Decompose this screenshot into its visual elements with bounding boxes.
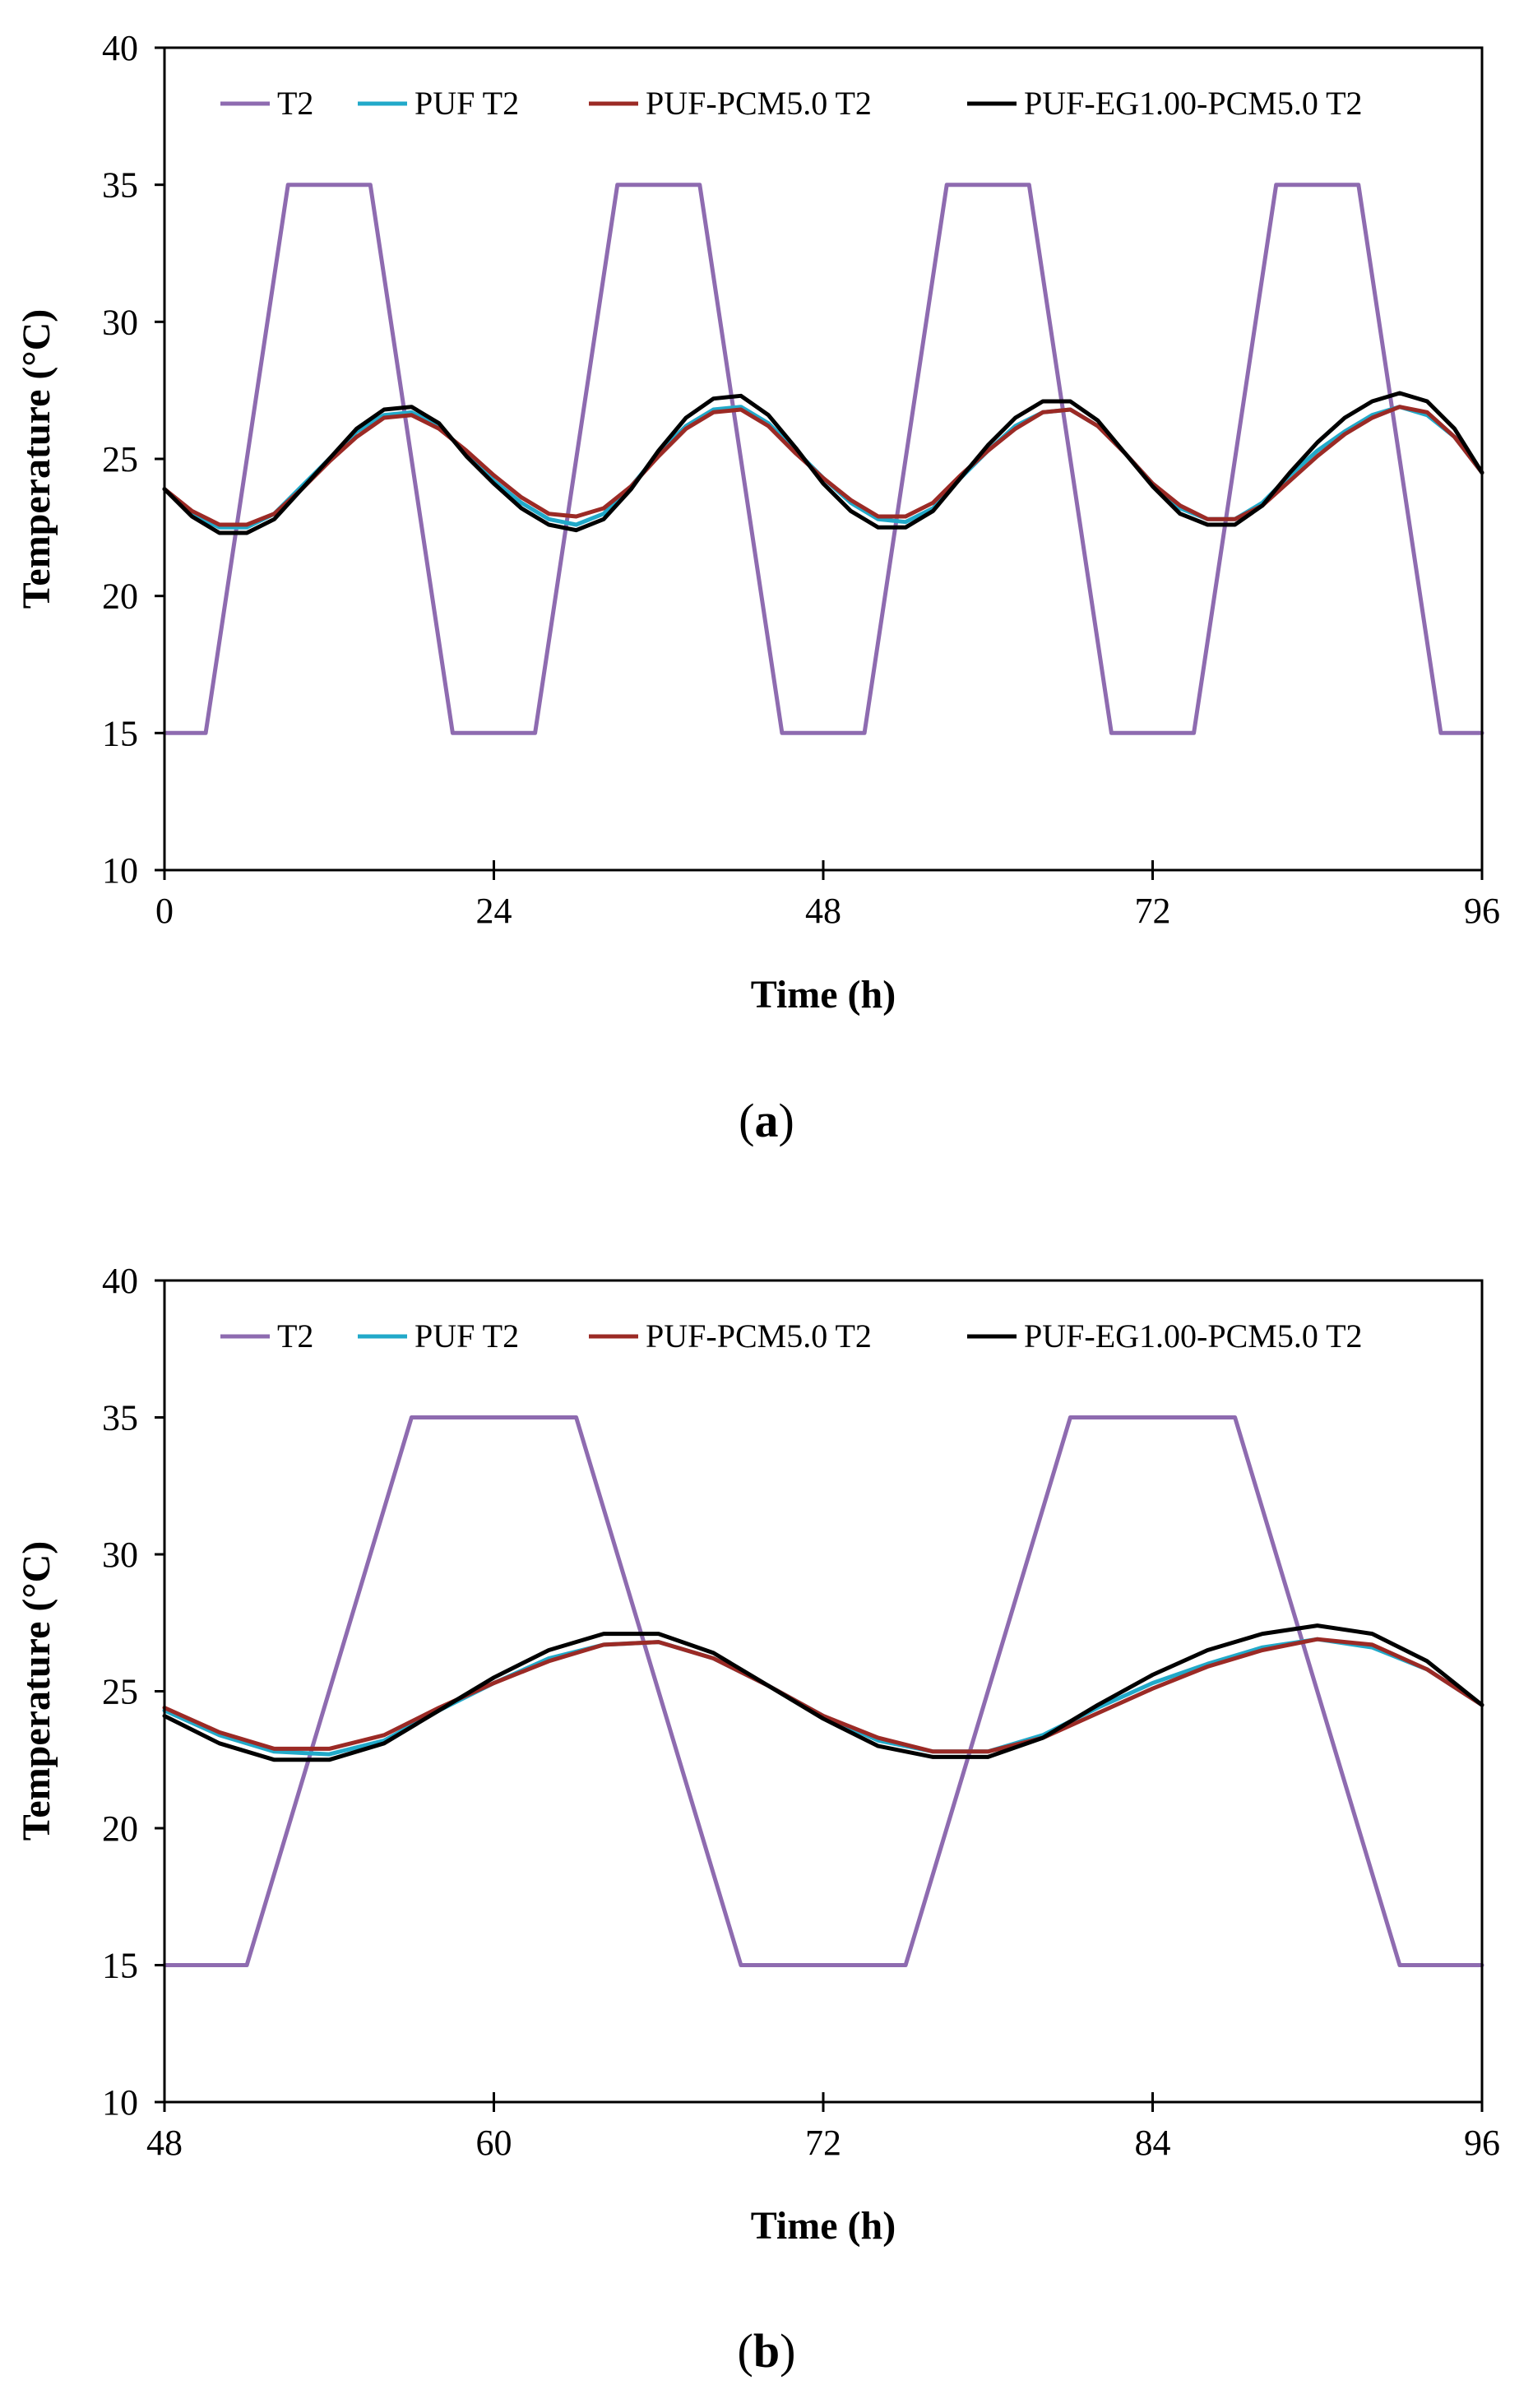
series-line-puf-eg1-00-pcm5-0-t2	[162, 1623, 1484, 1762]
panel-caption-letter: b	[753, 2324, 780, 2378]
x-tick-label: 48	[146, 2123, 183, 2163]
legend-item-puf-eg1-pcm5-t2: PUF-EG1.00-PCM5.0 T2	[967, 1317, 1363, 1354]
x-tick-label: 24	[476, 891, 512, 931]
legend-item-puf-pcm5-t2: PUF-PCM5.0 T2	[589, 1317, 872, 1354]
y-tick-label: 40	[102, 28, 138, 68]
panel-caption-b: (b)	[738, 2324, 796, 2378]
legend-label: PUF-EG1.00-PCM5.0 T2	[1024, 1317, 1363, 1354]
legend-label: PUF-PCM5.0 T2	[646, 85, 872, 122]
y-axis-title: Temperature (°C)	[15, 1541, 58, 1841]
legend-label: T2	[277, 85, 313, 122]
y-tick-label: 35	[102, 1398, 138, 1438]
y-tick-label: 30	[102, 1535, 138, 1575]
legend-item-puf-pcm5-t2: PUF-PCM5.0 T2	[589, 85, 872, 122]
chart-panel-b: 48 60 72 84 96 10 15 20 25 30 35 40 Time (h) Temper…	[15, 1261, 1500, 2378]
tick-layer: 48 60 72 84 96 10 15 20 25 30 35 40	[102, 1261, 1500, 2163]
series-line-puf-pcm5-0-t2	[162, 1637, 1484, 1754]
y-tick-label: 15	[102, 713, 138, 753]
x-axis-title: Time (h)	[751, 2204, 896, 2248]
series-layer	[162, 183, 1484, 735]
y-tick-label: 20	[102, 1808, 138, 1849]
legend-item-puf-t2: PUF T2	[358, 85, 519, 122]
series-line-t2	[162, 183, 1484, 735]
y-tick-label: 35	[102, 165, 138, 206]
x-tick-label: 96	[1464, 891, 1500, 931]
x-tick-label: 0	[155, 891, 174, 931]
legend-item-puf-t2: PUF T2	[358, 1317, 519, 1354]
legend-label: PUF T2	[415, 85, 519, 122]
chart-panel-a: 0 24 48 72 96 10 15 20 25 30 35 40 Time (h) Tempera…	[15, 28, 1500, 1147]
y-tick-label: 10	[102, 850, 138, 891]
y-tick-label: 10	[102, 2082, 138, 2123]
legend-item-puf-eg1-pcm5-t2: PUF-EG1.00-PCM5.0 T2	[967, 85, 1363, 122]
tick-layer: 0 24 48 72 96 10 15 20 25 30 35 40	[102, 28, 1500, 931]
x-axis-title: Time (h)	[751, 973, 896, 1016]
series-line-puf-eg1-00-pcm5-0-t2	[162, 391, 1484, 535]
series-layer	[162, 1415, 1484, 1967]
legend-item-t2: T2	[220, 1317, 313, 1354]
x-tick-label: 96	[1464, 2123, 1500, 2163]
y-tick-label: 20	[102, 577, 138, 617]
y-tick-label: 30	[102, 302, 138, 342]
x-tick-label: 72	[1135, 891, 1171, 931]
legend: T2 PUF T2 PUF-PCM5.0 T2 PUF-EG1.00-PCM5.…	[220, 1317, 1363, 1354]
y-tick-label: 25	[102, 439, 138, 479]
panel-caption-letter: a	[755, 1094, 779, 1147]
x-tick-label: 84	[1135, 2123, 1171, 2163]
legend-label: PUF-EG1.00-PCM5.0 T2	[1024, 85, 1363, 122]
legend-label: PUF-PCM5.0 T2	[646, 1317, 872, 1354]
x-tick-label: 48	[805, 891, 841, 931]
y-axis-title: Temperature (°C)	[15, 309, 58, 609]
y-tick-label: 40	[102, 1261, 138, 1301]
y-tick-label: 15	[102, 1946, 138, 1986]
legend-item-t2: T2	[220, 85, 313, 122]
legend: T2 PUF T2 PUF-PCM5.0 T2 PUF-EG1.00-PCM5.…	[220, 85, 1363, 122]
series-line-t2	[162, 1415, 1484, 1967]
legend-label: PUF T2	[415, 1317, 519, 1354]
x-tick-label: 72	[805, 2123, 841, 2163]
panel-caption-a: (a)	[739, 1094, 794, 1147]
y-tick-label: 25	[102, 1672, 138, 1712]
x-tick-label: 60	[476, 2123, 512, 2163]
legend-label: T2	[277, 1317, 313, 1354]
